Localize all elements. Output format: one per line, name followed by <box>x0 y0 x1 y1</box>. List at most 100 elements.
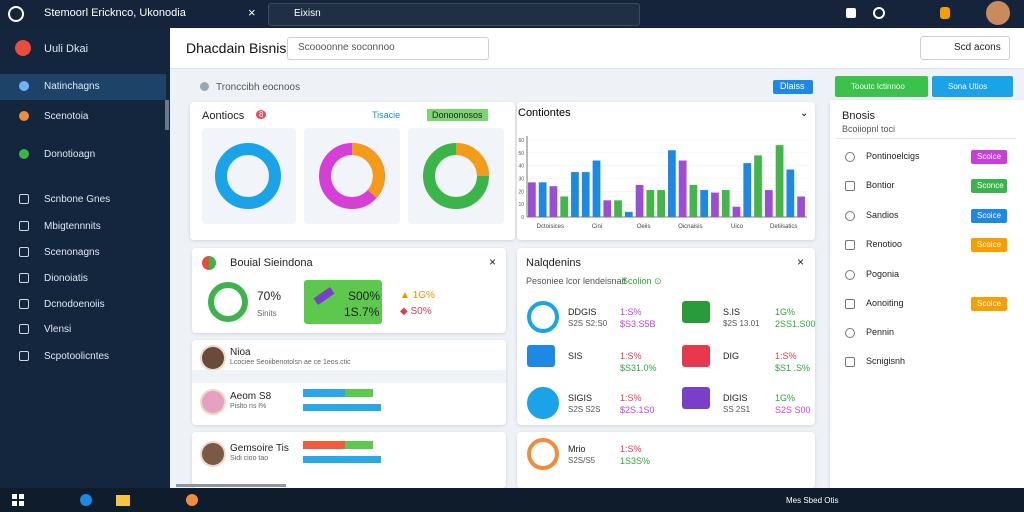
metric-sub: S2S S2:S0 <box>568 319 608 328</box>
start-button[interactable] <box>12 494 24 506</box>
item-icon <box>845 181 855 191</box>
card-top: S00% <box>348 289 381 303</box>
nav-icon <box>19 299 29 309</box>
donut-segment <box>351 143 385 198</box>
close[interactable]: × <box>489 255 497 269</box>
bar <box>528 182 536 217</box>
toolbar-button-text: Dlaiss <box>780 81 805 91</box>
bar <box>797 196 805 217</box>
item-icon <box>845 211 855 221</box>
avatar[interactable] <box>986 1 1010 25</box>
sidebar: Uuli Dkai Natinchagns Scenotoia Donotioagn… <box>0 28 170 488</box>
bar <box>592 160 601 217</box>
nav-item[interactable]: Dcnodoenoiis <box>44 299 105 310</box>
bar <box>614 200 622 217</box>
nav-item[interactable]: Natinchagns <box>44 81 100 92</box>
nav-item[interactable]: Dionoiatis <box>44 273 88 284</box>
badge-text: Scoice <box>977 299 1002 308</box>
dropdown-text: Scoooonne soconnoo <box>298 42 395 53</box>
alert-icon[interactable] <box>940 7 950 19</box>
item-label[interactable]: Renotioo <box>866 239 903 249</box>
overview-tag[interactable]: Donoonosos <box>427 109 488 121</box>
nav-icon <box>19 194 29 204</box>
ring-value: 70% <box>257 289 282 303</box>
metric-icon <box>682 387 710 409</box>
nav-item[interactable]: Scnbone Gnes <box>44 194 111 205</box>
bar <box>775 145 784 217</box>
person-detail: Lcociee Seoiibenotolsn ae ce 1eos.ctic <box>230 359 351 366</box>
metric-icon <box>527 301 559 333</box>
item-icon <box>845 299 855 309</box>
badge-text: Scoice <box>977 211 1002 220</box>
item-label[interactable]: Pogonia <box>866 269 900 279</box>
search-text: Eixisn <box>294 8 321 19</box>
stat-value: 1G% <box>412 290 435 301</box>
person-name: Nioa <box>230 347 251 358</box>
nav-icon <box>19 273 29 283</box>
bar <box>571 172 579 217</box>
nav-item[interactable]: Scpotoolicntes <box>44 351 110 362</box>
metrics-panel <box>517 432 815 488</box>
person-name: Gemsoire Tis <box>230 443 289 454</box>
badge-text: Scoice <box>977 152 1002 161</box>
nav-item[interactable]: Scenotoia <box>44 111 89 122</box>
notify-icon[interactable] <box>846 8 856 18</box>
nav-icon <box>19 351 29 361</box>
badge <box>971 150 1007 164</box>
progress-bar <box>303 456 381 463</box>
metric-pct: 1:S% <box>620 444 642 454</box>
item-label[interactable]: Pennin <box>866 327 895 337</box>
metric-pct: 1:S% <box>620 351 642 361</box>
close-tab[interactable]: × <box>248 5 256 20</box>
badge <box>971 297 1007 311</box>
bar <box>743 163 752 217</box>
search-box[interactable] <box>268 3 640 26</box>
chevron[interactable]: ⌄ <box>800 108 808 119</box>
metric-name: SIGIS <box>568 393 593 403</box>
folder-icon[interactable] <box>116 495 130 506</box>
nav-icon <box>19 111 29 121</box>
x-tick-label: Dctoisices <box>537 224 564 230</box>
metrics-link[interactable]: Scolion ⊙ <box>622 276 662 286</box>
badge-text: Sconce <box>977 181 1004 190</box>
info-icon <box>200 82 209 91</box>
item-label[interactable]: Pontinoelcigs <box>866 151 920 161</box>
ring-label: Sinits <box>257 309 277 318</box>
metric-val: $S3.S5B <box>620 319 656 329</box>
nav-item[interactable]: Donotioagn <box>44 149 96 160</box>
window-strip <box>176 484 286 487</box>
nav-item[interactable]: Vlensi <box>44 324 72 335</box>
metric-sub: S2S S2S <box>568 405 601 414</box>
item-label[interactable]: Bontior <box>866 180 895 190</box>
nav-item[interactable]: Mbigtennnits <box>44 221 101 232</box>
header-button[interactable] <box>920 36 1010 60</box>
item-label[interactable]: Sandios <box>866 210 899 220</box>
nav-item[interactable]: Scenonagns <box>44 247 100 258</box>
metric-icon <box>682 345 710 367</box>
app-title: Stemoorl Ericknco, Ukonodia <box>44 7 186 19</box>
item-label[interactable]: Aonoiting <box>866 298 904 308</box>
app-icon[interactable] <box>186 494 198 506</box>
item-icon <box>845 357 855 367</box>
right-title: Bnosis <box>842 110 876 122</box>
status-icon[interactable] <box>873 7 885 19</box>
card-bottom: 1S.7% <box>344 305 380 319</box>
dropdown[interactable] <box>287 37 489 60</box>
action-button[interactable] <box>932 76 1013 97</box>
badge <box>971 238 1007 252</box>
browser-icon[interactable] <box>80 494 92 506</box>
nav-icon <box>19 81 29 91</box>
progress-bar <box>303 441 373 449</box>
y-tick-label: 20 <box>518 189 524 195</box>
person-detail: Pislto ns l% <box>230 403 267 410</box>
header-button-text: Scd acons <box>954 42 1001 53</box>
card <box>408 128 504 224</box>
toolbar-button[interactable] <box>773 80 813 94</box>
item-label[interactable]: Scnigisnh <box>866 356 906 366</box>
metric-icon <box>682 301 710 323</box>
action-button[interactable] <box>835 76 928 97</box>
close[interactable]: × <box>797 255 805 269</box>
overview-tab[interactable]: Tisacie <box>372 110 401 120</box>
bar <box>624 211 633 217</box>
nav-icon <box>19 247 29 257</box>
